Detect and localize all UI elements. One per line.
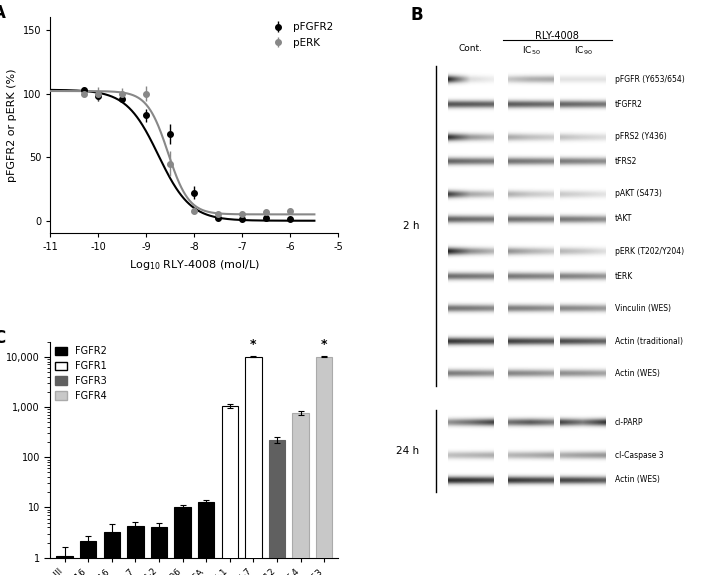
- Bar: [150, 527, 167, 575]
- Bar: [245, 356, 261, 575]
- Bar: [80, 540, 96, 575]
- Text: 2 h: 2 h: [402, 221, 419, 231]
- Bar: [222, 406, 238, 575]
- Text: *: *: [321, 338, 328, 351]
- Text: pFGFR (Y653/654): pFGFR (Y653/654): [615, 75, 685, 84]
- Bar: [174, 508, 191, 575]
- Bar: [104, 532, 120, 575]
- Text: Actin (WES): Actin (WES): [615, 369, 660, 378]
- Text: tAKT: tAKT: [615, 214, 632, 223]
- Text: tFRS2: tFRS2: [615, 157, 637, 166]
- Text: pAKT (S473): pAKT (S473): [615, 190, 662, 198]
- Text: tERK: tERK: [615, 271, 633, 281]
- Bar: [198, 502, 215, 575]
- Text: RLY-4008: RLY-4008: [536, 30, 579, 41]
- Text: IC$_{50}$: IC$_{50}$: [522, 44, 541, 57]
- Text: Vinculin (WES): Vinculin (WES): [615, 304, 671, 313]
- Bar: [292, 413, 309, 575]
- Text: cl-Caspase 3: cl-Caspase 3: [615, 451, 664, 459]
- Text: *: *: [250, 338, 256, 351]
- Text: 24 h: 24 h: [396, 446, 419, 456]
- Text: cl-PARP: cl-PARP: [615, 418, 644, 427]
- Text: A: A: [0, 4, 6, 22]
- Text: C: C: [0, 328, 5, 347]
- X-axis label: Log$_{10}$ RLY-4008 (mol/L): Log$_{10}$ RLY-4008 (mol/L): [129, 258, 260, 272]
- Bar: [269, 440, 285, 575]
- Y-axis label: pFGFR2 or pERK (%): pFGFR2 or pERK (%): [7, 68, 17, 182]
- Bar: [316, 356, 333, 575]
- Text: IC$_{90}$: IC$_{90}$: [574, 44, 593, 57]
- Text: pFRS2 (Y436): pFRS2 (Y436): [615, 132, 667, 141]
- Legend: pFGFR2, pERK: pFGFR2, pERK: [272, 22, 333, 48]
- Text: pERK (T202/Y204): pERK (T202/Y204): [615, 247, 684, 256]
- Bar: [127, 527, 144, 575]
- Text: Actin (traditional): Actin (traditional): [615, 336, 683, 346]
- Text: Actin (WES): Actin (WES): [615, 476, 660, 484]
- Text: tFGFR2: tFGFR2: [615, 100, 643, 109]
- Bar: [56, 555, 73, 575]
- Text: B: B: [410, 6, 423, 25]
- Legend: FGFR2, FGFR1, FGFR3, FGFR4: FGFR2, FGFR1, FGFR3, FGFR4: [55, 346, 107, 401]
- Text: Cont.: Cont.: [459, 44, 483, 53]
